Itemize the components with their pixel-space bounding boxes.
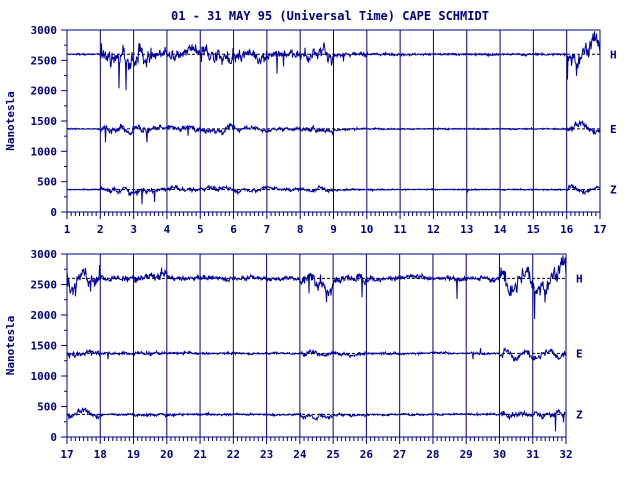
series-label-z: Z (576, 408, 583, 421)
x-tick-label: 26 (360, 448, 374, 461)
x-tick-label: 28 (426, 448, 439, 461)
x-tick-label: 15 (527, 223, 540, 236)
y-tick-label: 3000 (31, 248, 58, 261)
y-tick-label: 2500 (31, 279, 58, 292)
x-tick-label: 32 (559, 448, 572, 461)
x-tick-label: 16 (560, 223, 574, 236)
y-tick-label: 3000 (31, 24, 58, 37)
panel-top: 1 2 3 4 5 6 7 8 9 10 11 12 13 14 15 16 17050010001500200… (4, 24, 617, 236)
y-tick-label: 500 (37, 176, 57, 189)
y-tick-label: 2500 (31, 54, 58, 67)
x-tick-label: 22 (227, 448, 240, 461)
x-tick-label: 14 (493, 223, 507, 236)
series-trace-h (66, 31, 601, 91)
x-tick-label: 8 (297, 223, 304, 236)
series-label-e: E (610, 123, 617, 136)
x-tick-label: 11 (394, 223, 408, 236)
x-tick-label: 27 (393, 448, 406, 461)
x-tick-label: 29 (460, 448, 473, 461)
y-tick-label: 0 (50, 431, 57, 444)
x-tick-label: 6 (230, 223, 237, 236)
chart-title: 01 - 31 MAY 95 (Universal Time) CAPE SCH… (171, 9, 489, 23)
x-tick-label: 17 (593, 223, 606, 236)
x-tick-label: 17 (60, 448, 73, 461)
y-tick-label: 500 (37, 401, 57, 414)
y-tick-label: 1500 (31, 115, 58, 128)
y-tick-label: 0 (50, 206, 57, 219)
x-tick-label: 21 (193, 448, 207, 461)
x-tick-label: 3 (130, 223, 137, 236)
y-axis-title: Nanotesla (4, 316, 17, 376)
series-label-h: H (610, 48, 617, 61)
x-tick-label: 19 (127, 448, 140, 461)
x-tick-label: 2 (97, 223, 104, 236)
x-tick-label: 9 (330, 223, 337, 236)
y-tick-label: 2000 (31, 309, 58, 322)
series-trace-e (66, 346, 567, 362)
x-tick-label: 23 (260, 448, 273, 461)
y-tick-label: 1000 (31, 370, 58, 383)
y-tick-label: 1000 (31, 145, 58, 158)
x-tick-label: 1 (64, 223, 71, 236)
panel-bottom: 17 18 19 20 21 22 23 24 25 26 27 28 29 30 31 32 0 500 1000… (4, 248, 583, 461)
y-axis-title: Nanotesla (4, 91, 17, 151)
series-label-h: H (576, 272, 583, 285)
x-tick-label: 7 (264, 223, 271, 236)
x-tick-label: 5 (197, 223, 204, 236)
x-tick-label: 25 (327, 448, 340, 461)
y-tick-label: 2000 (31, 85, 58, 98)
y-tick-label: 1500 (31, 340, 58, 353)
series-trace-z (66, 407, 567, 432)
x-tick-label: 10 (360, 223, 373, 236)
x-tick-label: 18 (94, 448, 107, 461)
series-label-z: Z (610, 184, 617, 197)
series-trace-z (66, 184, 601, 205)
x-tick-label: 13 (460, 223, 473, 236)
series-trace-h (66, 255, 567, 320)
x-tick-label: 31 (526, 448, 540, 461)
x-tick-label: 12 (427, 223, 440, 236)
x-tick-label: 4 (164, 223, 171, 236)
x-tick-label: 24 (293, 448, 307, 461)
chart-panels: 1 2 3 4 5 6 7 8 9 10 11 12 13 14 15 16 17050010001500200… (4, 24, 617, 461)
x-tick-label: 30 (493, 448, 506, 461)
series-label-e: E (576, 347, 583, 360)
x-tick-label: 20 (160, 448, 173, 461)
series-trace-e (66, 119, 601, 143)
